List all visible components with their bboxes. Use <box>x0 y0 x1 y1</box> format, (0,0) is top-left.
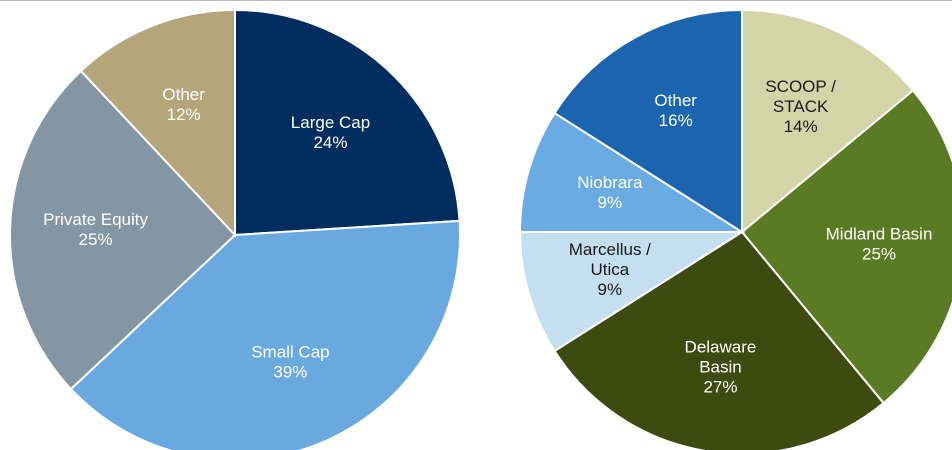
pie-slice <box>518 231 746 353</box>
pie-slice <box>69 219 461 450</box>
pie-slice <box>518 111 746 233</box>
slice-label: Private Equity <box>43 210 148 229</box>
slice-value-label: 39% <box>273 363 307 382</box>
slice-label: Marcellus / <box>569 240 651 259</box>
pie-slice <box>9 69 237 391</box>
slice-label: SCOOP / <box>765 77 836 96</box>
slice-label: Other <box>162 85 205 104</box>
pie-slice <box>234 8 461 237</box>
slice-label: Delaware <box>685 337 757 356</box>
slice-value-label: 12% <box>167 105 201 124</box>
slice-value-label: 25% <box>79 230 113 249</box>
slice-value-label: 9% <box>598 193 623 212</box>
slice-label: Midland Basin <box>826 224 933 243</box>
slice-label: Niobrara <box>577 173 643 192</box>
slice-value-label: 9% <box>598 280 623 299</box>
pie-slice <box>740 89 952 405</box>
slice-value-label: 16% <box>659 111 693 130</box>
slice-label: STACK <box>773 97 829 116</box>
slice-value-label: 25% <box>862 244 896 263</box>
pie-slice <box>741 8 915 235</box>
slice-value-label: 24% <box>313 133 347 152</box>
pie-slice <box>79 8 236 238</box>
slice-label: Large Cap <box>291 113 370 132</box>
slice-label: Basin <box>699 357 742 376</box>
slice-label: Utica <box>590 260 629 279</box>
slice-label: Other <box>654 91 697 110</box>
slice-label: Small Cap <box>251 343 329 362</box>
pie-slice <box>553 230 885 450</box>
slice-value-label: 27% <box>703 377 737 396</box>
pie-slice <box>553 8 743 234</box>
slice-value-label: 14% <box>784 117 818 136</box>
